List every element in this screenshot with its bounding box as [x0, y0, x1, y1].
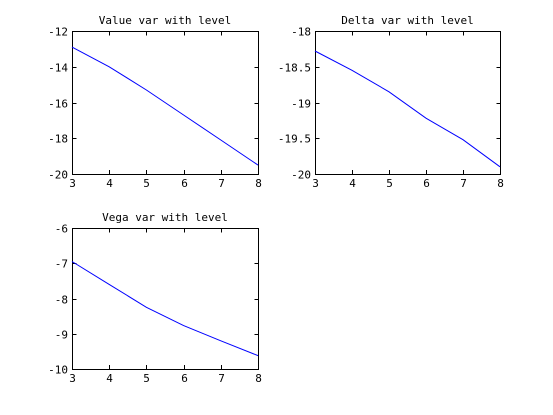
value-var-ytick-label: -14 [48, 62, 68, 75]
delta-var-xtick-label: 5 [386, 177, 393, 190]
value-var-xtick-label: 8 [255, 177, 262, 190]
value-var-ytick-label: -12 [48, 26, 68, 39]
vega-var-xtick-label: 8 [255, 372, 262, 385]
vega-var-title: Vega var with level [102, 211, 228, 224]
delta-var-xtick-label: 3 [312, 177, 319, 190]
value-var-xtick-label: 4 [106, 177, 113, 190]
delta-var-ytick-label: -19.5 [278, 133, 311, 146]
delta-var-series-line [314, 50, 501, 168]
vega-var-xtick-label: 4 [106, 372, 113, 385]
vega-var-series-line [71, 261, 259, 357]
vega-var-axes-frame [72, 228, 259, 370]
vega-var-ytick-label: -9 [55, 329, 68, 342]
vega-var-ytick-label: -7 [55, 258, 68, 271]
value-var-xtick-label: 3 [69, 177, 76, 190]
vega-var-xtick-label: 6 [181, 372, 188, 385]
subplot-delta-var: Delta var with level 3 4 5 6 7 8 -20 -19.5 -19 -18… [278, 14, 504, 190]
delta-var-axes-frame [315, 31, 501, 175]
delta-var-title: Delta var with level [341, 14, 473, 27]
delta-var-ytick-label: -18 [291, 26, 311, 39]
value-var-ytick-label: -20 [48, 169, 68, 182]
subplot-vega-var: Vega var with level 3 4 5 6 7 8 -10 -9 -8 -7 -6 [48, 211, 262, 385]
vega-var-xtick-label: 3 [69, 372, 76, 385]
delta-var-ytick-label: -19 [291, 98, 311, 111]
value-var-xtick-label: 5 [143, 177, 150, 190]
value-var-xtick-label: 7 [218, 177, 225, 190]
value-var-xtick-label: 6 [181, 177, 188, 190]
delta-var-xtick-label: 6 [423, 177, 430, 190]
vega-var-ytick-label: -6 [55, 223, 68, 236]
vega-var-xtick-label: 7 [218, 372, 225, 385]
subplot-value-var: Value var with level 3 4 5 6 7 8 -20 -18 -16 -14 -1… [48, 14, 262, 190]
delta-var-ytick-label: -20 [291, 169, 311, 182]
value-var-title: Value var with level [99, 14, 231, 27]
delta-var-xtick-label: 4 [349, 177, 356, 190]
delta-var-xtick-label: 8 [497, 177, 504, 190]
delta-var-ytick-label: -18.5 [278, 62, 311, 75]
vega-var-xtick-label: 5 [143, 372, 150, 385]
vega-var-ytick-label: -8 [55, 294, 68, 307]
value-var-ytick-label: -18 [48, 133, 68, 146]
value-var-ytick-label: -16 [48, 98, 68, 111]
delta-var-xtick-label: 7 [460, 177, 467, 190]
vega-var-ytick-label: -10 [48, 364, 68, 377]
value-var-series-line [71, 46, 259, 166]
